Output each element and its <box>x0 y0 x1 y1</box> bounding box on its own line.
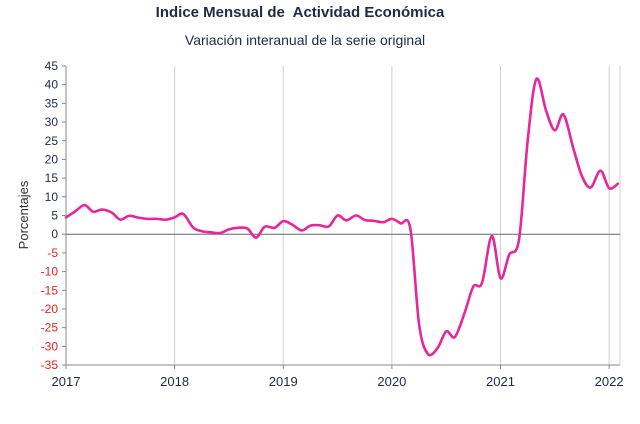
y-tick-label: 0 <box>51 227 58 241</box>
x-tick-labels: 2017 2018 2019 2020 2021 2022 <box>52 374 624 389</box>
y-tick-label: 35 <box>45 96 59 110</box>
x-tick-label: 2021 <box>486 374 515 389</box>
y-tick-label: 10 <box>45 190 59 204</box>
y-tick-label: -10 <box>41 265 59 279</box>
x-tick-label: 2022 <box>595 374 624 389</box>
series-line <box>64 77 620 357</box>
y-tick-label: -15 <box>41 283 59 297</box>
y-tick-label: 40 <box>45 78 59 92</box>
y-tick-label: 45 <box>45 59 59 73</box>
y-tick-label: 25 <box>45 134 59 148</box>
y-tick-label: -30 <box>41 339 59 353</box>
x-tick-label: 2020 <box>377 374 406 389</box>
y-tick-label: -25 <box>41 321 59 335</box>
chart-subtitle: Variación interanual de la serie origina… <box>184 32 426 48</box>
x-tick-label: 2019 <box>269 374 298 389</box>
y-tick-labels: 45 40 35 30 25 20 15 10 5 0 -5 -10 -15 -20 -25 -30 -35 <box>41 59 59 372</box>
y-tick-label: -35 <box>41 358 59 372</box>
grid-layer <box>174 66 610 365</box>
y-tick-label: 5 <box>51 209 58 223</box>
y-axis-label: Porcentajes <box>16 180 31 249</box>
chart-title: Indice Mensual de Actividad Económica <box>155 4 445 21</box>
x-tick-label: 2017 <box>52 374 81 389</box>
axis-layer <box>62 65 621 369</box>
series-layer <box>64 77 620 357</box>
y-tick-label: 30 <box>45 115 59 129</box>
y-tick-label: -20 <box>41 302 59 316</box>
x-tick-label: 2018 <box>160 374 189 389</box>
y-tick-label: -5 <box>47 246 58 260</box>
y-tick-label: 15 <box>45 171 59 185</box>
y-tick-label: 20 <box>45 152 59 166</box>
